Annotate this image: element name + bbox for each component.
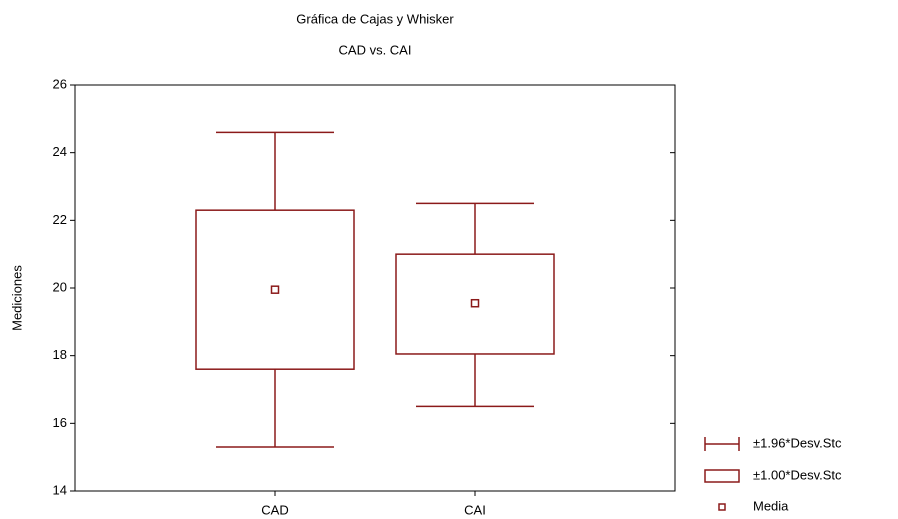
legend-mean	[718, 503, 726, 511]
legend-label: Media	[753, 498, 789, 513]
mean-marker	[270, 285, 280, 294]
y-tick-label: 16	[53, 415, 67, 430]
box	[395, 253, 555, 355]
y-axis-label: Mediciones	[9, 265, 24, 331]
legend-label: ±1.96*Desv.Stc	[753, 435, 842, 450]
y-tick-label: 18	[53, 347, 67, 362]
legend-label: ±1.00*Desv.Stc	[753, 467, 842, 482]
y-tick-label: 14	[53, 482, 67, 497]
legend-box	[704, 469, 740, 483]
x-tick-label: CAI	[464, 502, 486, 517]
plot-frame	[74, 84, 676, 492]
y-tick-label: 24	[53, 144, 67, 159]
chart-title: Gráfica de Cajas y Whisker	[296, 11, 454, 26]
box	[195, 209, 355, 370]
y-tick-label: 22	[53, 212, 67, 227]
y-tick-label: 20	[53, 279, 67, 294]
x-tick-label: CAD	[261, 502, 288, 517]
y-tick-label: 26	[53, 76, 67, 91]
mean-marker	[470, 298, 480, 308]
chart-subtitle: CAD vs. CAI	[339, 42, 412, 57]
